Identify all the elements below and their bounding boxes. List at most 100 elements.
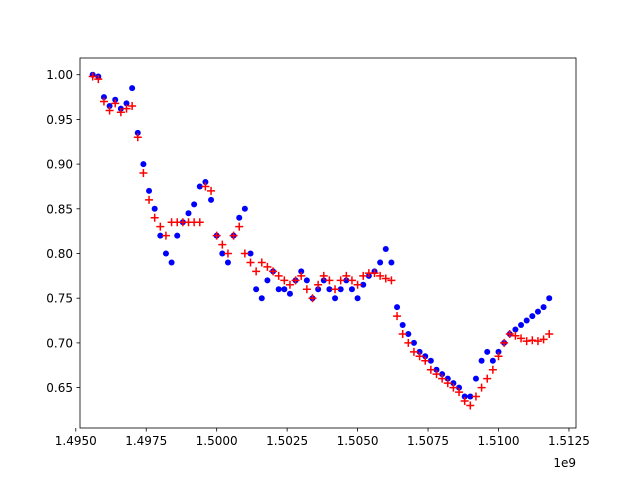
data-point <box>241 205 248 212</box>
data-point <box>224 259 231 266</box>
data-point <box>133 133 142 142</box>
y-tick-label: 0.80 <box>46 247 73 261</box>
data-point <box>303 277 310 284</box>
data-point <box>218 240 227 249</box>
data-point <box>382 246 389 253</box>
data-point <box>534 308 541 315</box>
data-point <box>168 259 175 266</box>
data-point <box>100 94 107 101</box>
data-point <box>140 161 147 168</box>
data-point <box>484 348 491 355</box>
data-point <box>151 205 158 212</box>
data-point <box>275 286 282 293</box>
data-point <box>105 106 114 115</box>
data-point <box>285 280 294 289</box>
data-point <box>331 285 340 294</box>
data-point <box>94 75 103 84</box>
data-point <box>360 281 367 288</box>
x-tick-label: 1.5000 <box>196 434 238 448</box>
data-point <box>405 330 412 337</box>
data-point <box>449 383 458 392</box>
x-tick-label: 1.5050 <box>337 434 379 448</box>
data-point <box>139 169 148 178</box>
y-tick-label: 0.95 <box>46 113 73 127</box>
data-point <box>145 195 154 204</box>
data-point <box>388 259 395 266</box>
plot-area <box>88 71 554 410</box>
data-point <box>195 218 204 227</box>
data-point <box>494 352 503 361</box>
data-point <box>523 317 530 324</box>
data-point <box>202 178 209 185</box>
data-point <box>394 304 401 311</box>
data-point <box>439 371 446 378</box>
data-point <box>325 276 334 285</box>
y-tick-label: 0.85 <box>46 202 73 216</box>
data-point <box>370 269 379 278</box>
data-point <box>404 338 413 347</box>
y-tick-label: 0.75 <box>46 292 73 306</box>
data-point <box>347 276 356 285</box>
plot-area-background <box>80 58 576 428</box>
data-point <box>471 392 480 401</box>
data-point <box>258 295 265 302</box>
data-point <box>229 231 238 240</box>
data-point <box>111 99 120 108</box>
data-point <box>505 329 514 338</box>
data-point <box>416 348 423 355</box>
data-point <box>336 276 345 285</box>
data-point <box>343 277 350 284</box>
data-point <box>122 104 131 113</box>
x-tick-label: 1.4975 <box>125 434 167 448</box>
data-point <box>518 322 525 329</box>
x-offset-text: 1e9 <box>553 456 576 470</box>
data-point <box>472 375 479 382</box>
data-point <box>354 295 361 302</box>
data-point <box>348 286 355 293</box>
data-point <box>106 103 113 110</box>
data-point <box>150 213 159 222</box>
data-point <box>162 250 169 257</box>
data-point <box>438 374 447 383</box>
data-point <box>483 374 492 383</box>
data-point <box>399 322 406 329</box>
data-point <box>291 276 300 285</box>
data-point <box>161 231 170 240</box>
data-point <box>257 258 266 267</box>
y-tick-label: 0.65 <box>46 381 73 395</box>
data-point <box>444 375 451 382</box>
data-point <box>426 365 435 374</box>
data-point <box>528 336 537 345</box>
data-point <box>387 276 396 285</box>
data-point <box>517 334 526 343</box>
data-point <box>488 365 497 374</box>
data-point <box>252 267 261 276</box>
data-point <box>456 384 463 391</box>
data-point <box>381 274 390 283</box>
data-point <box>207 186 216 195</box>
data-point <box>263 262 272 271</box>
data-point <box>253 286 260 293</box>
data-point <box>174 232 181 239</box>
data-point <box>342 271 351 280</box>
data-point <box>433 366 440 373</box>
data-point <box>377 259 384 266</box>
data-point <box>185 210 192 217</box>
y-tick-label: 0.90 <box>46 158 73 172</box>
data-point <box>223 249 232 258</box>
data-point <box>201 182 210 191</box>
data-point <box>393 312 402 321</box>
data-point <box>208 196 215 203</box>
data-point <box>281 286 288 293</box>
x-tick-label: 1.5100 <box>478 434 520 448</box>
data-point <box>489 357 496 364</box>
x-tick-label: 1.5125 <box>548 434 590 448</box>
data-point <box>443 379 452 388</box>
data-point <box>376 271 385 280</box>
data-point <box>511 331 520 340</box>
data-point <box>422 353 429 360</box>
data-point <box>421 356 430 365</box>
data-point <box>432 370 441 379</box>
data-point <box>99 97 108 106</box>
data-point <box>134 129 141 136</box>
